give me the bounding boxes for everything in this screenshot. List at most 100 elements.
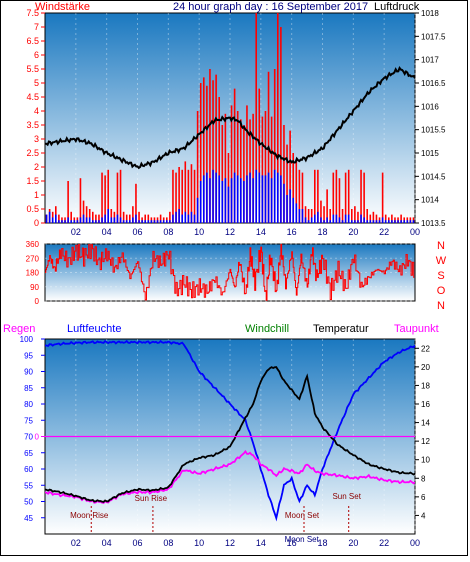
wind-speed-bars [45,13,415,223]
compass-label: O [437,285,446,297]
pressure-axis-tick-label: 1018 [421,9,439,18]
humidity-axis-tick-label: 100 [20,335,34,344]
humidity-axis-tick-label: 50 [24,498,33,507]
temperature-axis-tick-label: 14 [421,419,430,428]
temp-time-tick-label: 06 [132,538,142,548]
temperature-axis-tick-label: 10 [421,456,430,465]
humidity-axis-tick-label: 70 [24,433,33,442]
pressure-axis-tick-label: 1015 [421,149,439,158]
pressure-line-group [45,66,415,170]
temp-time-tick-label: 00 [410,538,420,548]
astro-event-label: Moon Set [285,535,320,544]
wind-time-tick-label: 16 [287,227,297,237]
pressure-line [45,66,415,170]
wind-time-tick-label: 20 [348,227,358,237]
direction-axis-tick-label: 0 [35,297,40,306]
wind-axis-tick-label: 3 [34,134,39,144]
wind-axis-tick-label: 5 [34,78,39,88]
temperature-axis-tick-label: 8 [421,474,426,483]
windchill-label: Windchill [245,323,289,335]
wind-time-axis-ticks: 02 04 06 08 10 12 14 16 18 20 22 00 [71,227,420,237]
pressure-axis-tick-label: 1014 [421,196,439,205]
temperature-axis-ticks: 4 6 8 10 12 14 16 18 20 22 [415,344,430,520]
temperature-label: Temperatur [313,323,369,335]
wind-strength-label: Windstärke [35,1,90,13]
astro-annotations: Moon Rise Sun Rise Moon Set Sun Set Moon Set [70,492,362,544]
temp-time-tick-label: 20 [348,538,358,548]
wind-axis-tick-label: 2.5 [26,148,39,158]
dewpoint-line [45,449,415,505]
temp-time-tick-label: 12 [225,538,235,548]
temp-time-tick-label: 04 [102,538,112,548]
wind-axis-tick-label: 1 [34,190,39,200]
pressure-axis-tick-label: 1016 [421,102,439,111]
humidity-axis-tick-label: 65 [24,449,33,458]
wind-axis-tick-label: 7.5 [26,8,39,18]
weather-graph-svg: Windstärke 24 hour graph day : 16 Septem… [3,1,447,548]
temp-time-tick-label: 14 [256,538,266,548]
temp-time-tick-label: 08 [163,538,173,548]
temperature-axis-tick-label: 22 [421,344,430,353]
astro-event-label: Moon Rise [70,511,109,520]
temperature-axis-tick-label: 20 [421,363,430,372]
wind-axis-tick-label: 6 [34,50,39,60]
pressure-axis-tick-label: 1017 [421,56,439,65]
rain-label: Regen [3,323,35,335]
temp-time-axis-ticks: 02 04 06 08 10 12 14 16 18 20 22 00 [71,538,420,548]
pressure-axis-ticks: 1013.5 1014 1014.5 1015 1015.5 1016 1016.5 1017… [415,9,446,228]
temperature-axis-tick-label: 18 [421,381,430,390]
compass-label: W [436,255,447,267]
pressure-axis-tick-label: 1013.5 [421,219,446,228]
wind-direction-line-group [45,244,415,301]
wind-time-tick-label: 06 [132,227,142,237]
pressure-axis-tick-label: 1015.5 [421,126,446,135]
wind-time-tick-label: 18 [317,227,327,237]
compass-label: N [437,300,445,312]
wind-time-tick-label: 08 [163,227,173,237]
pressure-axis-tick-label: 1016.5 [421,79,446,88]
humidity-line [45,339,415,522]
wind-time-tick-label: 14 [256,227,266,237]
direction-axis-ticks: 0 90 180 270 360 [26,240,40,306]
temp-time-tick-label: 22 [379,538,389,548]
wind-time-tick-label: 00 [410,227,420,237]
wind-axis-tick-label: 2 [34,162,39,172]
humidity-axis-tick-label: 80 [24,400,33,409]
compass-label: N [437,240,445,252]
temp-time-tick-label: 16 [287,538,297,548]
wind-time-tick-label: 12 [225,227,235,237]
humidity-axis-tick-label: 75 [24,416,33,425]
temperature-axis-tick-label: 16 [421,400,430,409]
wind-axis-tick-label: 1.5 [26,176,39,186]
humidity-axis-tick-label: 95 [24,351,33,360]
wind-time-tick-label: 10 [194,227,204,237]
temperature-axis-tick-label: 4 [421,511,426,520]
direction-axis-tick-label: 360 [26,240,40,249]
wind-axis-tick-label: 7 [34,22,39,32]
direction-axis-tick-label: 90 [30,283,39,292]
wind-time-tick-label: 22 [379,227,389,237]
wind-axis-ticks: 0 0.5 1 1.5 2 2.5 3 3.5 4 4.5 5 5.5 6 6.5 7 7.5 [26,8,45,228]
dewpoint-label: Taupunkt [394,323,439,335]
temperature-line [45,366,415,503]
humidity-axis-tick-label: 60 [24,465,33,474]
astro-event-label: Sun Rise [135,494,168,503]
rain-axis-tick-label: 0 [35,433,40,442]
astro-event-label: Sun Set [332,492,361,501]
wind-pressure-grid [75,13,416,223]
humidity-axis-tick-label: 90 [24,368,33,377]
humidity-axis-tick-label: 85 [24,384,33,393]
compass-label: S [437,270,444,282]
pressure-axis-tick-label: 1014.5 [421,172,446,181]
wind-axis-tick-label: 3.5 [26,120,39,130]
wind-axis-tick-label: 0.5 [26,204,39,214]
wind-axis-tick-label: 4 [34,106,39,116]
astro-event-label: Moon Set [285,511,320,520]
wind-axis-tick-label: 0 [34,218,39,228]
wind-axis-tick-label: 4.5 [26,92,39,102]
temp-time-tick-label: 10 [194,538,204,548]
temp-time-tick-label: 02 [71,538,81,548]
pressure-axis-tick-label: 1017.5 [421,32,446,41]
wind-time-tick-label: 02 [71,227,81,237]
